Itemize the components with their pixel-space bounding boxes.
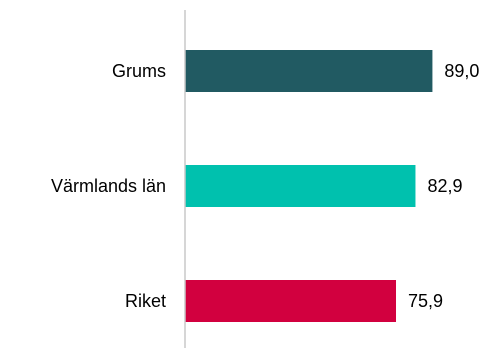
category-label-v-rmlands-l-n: Värmlands län [51,176,166,196]
bar-grums [185,50,433,92]
bar-v-rmlands-l-n [185,165,416,207]
value-label-riket: 75,9 [408,291,443,311]
labels-layer: Grums 89,0 Värmlands län 82,9 Riket 75,9 [51,61,480,311]
bar-riket [185,280,397,322]
category-label-riket: Riket [125,291,166,311]
value-label-v-rmlands-l-n: 82,9 [427,176,462,196]
category-label-grums: Grums [112,61,166,81]
value-label-grums: 89,0 [444,61,479,81]
bars-layer [185,50,433,322]
